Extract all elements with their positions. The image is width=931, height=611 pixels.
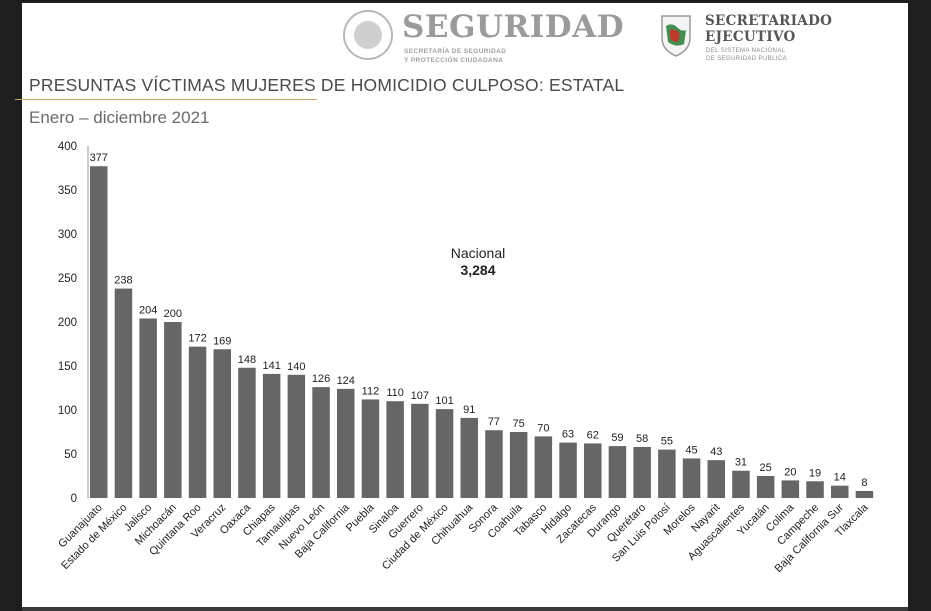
coat-of-arms-seal <box>343 10 393 60</box>
bar <box>386 401 404 498</box>
bar <box>361 399 380 498</box>
bar-value-label: 70 <box>537 422 549 434</box>
bar-value-label: 8 <box>861 477 867 489</box>
bar <box>831 485 849 498</box>
bar <box>682 458 701 498</box>
bar <box>460 417 478 498</box>
bar-value-label: 58 <box>636 433 648 445</box>
bar <box>188 346 207 498</box>
y-tick-label: 200 <box>58 317 77 329</box>
national-total-label: Nacional <box>450 245 506 261</box>
bar-value-label: 77 <box>488 416 500 428</box>
bar <box>164 322 182 498</box>
bar-value-label: 59 <box>611 432 623 444</box>
seguridad-logo-title: SEGURIDAD <box>402 9 625 45</box>
bar <box>584 443 602 498</box>
seguridad-logo-subtitle-2: Y PROTECCIÓN CIUDADANA <box>404 57 504 64</box>
y-tick-label: 100 <box>58 405 77 417</box>
seguridad-logo-subtitle-1: SECRETARÍA DE SEGURIDAD <box>404 48 507 55</box>
bar <box>559 442 577 498</box>
bar <box>337 388 355 498</box>
bar-value-label: 169 <box>213 335 231 347</box>
national-total-value: 3,284 <box>460 262 496 278</box>
bar-value-label: 20 <box>784 466 796 478</box>
sesnsp-shield-icon <box>661 15 691 57</box>
bar-value-label: 14 <box>834 472 846 484</box>
bottom-strip <box>22 607 908 611</box>
title-underline <box>15 99 317 100</box>
bar-value-label: 55 <box>661 436 673 448</box>
secretariado-title-1: SECRETARIADO <box>705 13 833 29</box>
bar <box>608 446 627 498</box>
bar <box>485 430 503 498</box>
bar <box>238 367 256 498</box>
bar <box>509 432 528 498</box>
bar <box>287 374 306 498</box>
chart-title: PRESUNTAS VÍCTIMAS MUJERES DE HOMICIDIO … <box>29 75 625 95</box>
bar-value-label: 101 <box>435 395 453 407</box>
bar-value-label: 148 <box>238 354 256 366</box>
bar-value-label: 43 <box>710 446 722 458</box>
bar <box>806 481 824 498</box>
bar-value-label: 63 <box>562 429 574 441</box>
bar-value-label: 141 <box>262 360 280 372</box>
bar <box>262 373 281 498</box>
bar <box>139 318 157 498</box>
bar <box>707 460 725 498</box>
secretariado-subtitle-2: DE SEGURIDAD PÚBLICA <box>706 56 788 62</box>
bar <box>312 387 330 498</box>
y-tick-label: 350 <box>58 185 77 197</box>
bar <box>658 449 676 498</box>
secretariado-subtitle-1: DEL SISTEMA NACIONAL <box>706 48 786 54</box>
slide-frame <box>22 3 908 607</box>
bar <box>534 436 553 498</box>
bar <box>855 490 874 498</box>
bar-value-label: 91 <box>463 404 475 416</box>
y-tick-label: 150 <box>58 361 77 373</box>
bar <box>90 166 108 499</box>
y-tick-label: 300 <box>58 229 77 241</box>
bar <box>633 446 651 498</box>
y-tick-label: 250 <box>58 273 77 285</box>
bar <box>732 470 750 498</box>
bar-value-label: 124 <box>337 375 355 387</box>
bar-value-label: 31 <box>735 457 747 469</box>
y-tick-label: 400 <box>58 141 77 153</box>
bar-value-label: 238 <box>114 275 132 287</box>
bar-value-label: 204 <box>139 304 157 316</box>
bar-value-label: 45 <box>685 444 697 456</box>
bar-value-label: 140 <box>287 361 305 373</box>
secretariado-title-2: EJECUTIVO <box>705 29 796 45</box>
bar <box>114 288 133 498</box>
bar-value-label: 377 <box>90 152 108 164</box>
bar-value-label: 25 <box>760 462 772 474</box>
chart-subtitle: Enero – diciembre 2021 <box>29 108 210 127</box>
bar-value-label: 19 <box>809 467 821 479</box>
bar-value-label: 75 <box>513 418 525 430</box>
bar-value-label: 172 <box>188 333 206 345</box>
y-tick-label: 50 <box>64 449 77 461</box>
bar-value-label: 107 <box>411 390 429 402</box>
bar <box>213 349 231 498</box>
bar-value-label: 200 <box>164 308 182 320</box>
y-tick-label: 0 <box>71 493 77 505</box>
bar <box>781 480 800 498</box>
bar-value-label: 62 <box>587 429 599 441</box>
bar-value-label: 126 <box>312 373 330 385</box>
bar <box>756 476 775 498</box>
bar-value-label: 112 <box>362 385 380 397</box>
bar <box>411 403 429 498</box>
bar-value-label: 110 <box>386 387 404 399</box>
bar <box>435 409 454 498</box>
